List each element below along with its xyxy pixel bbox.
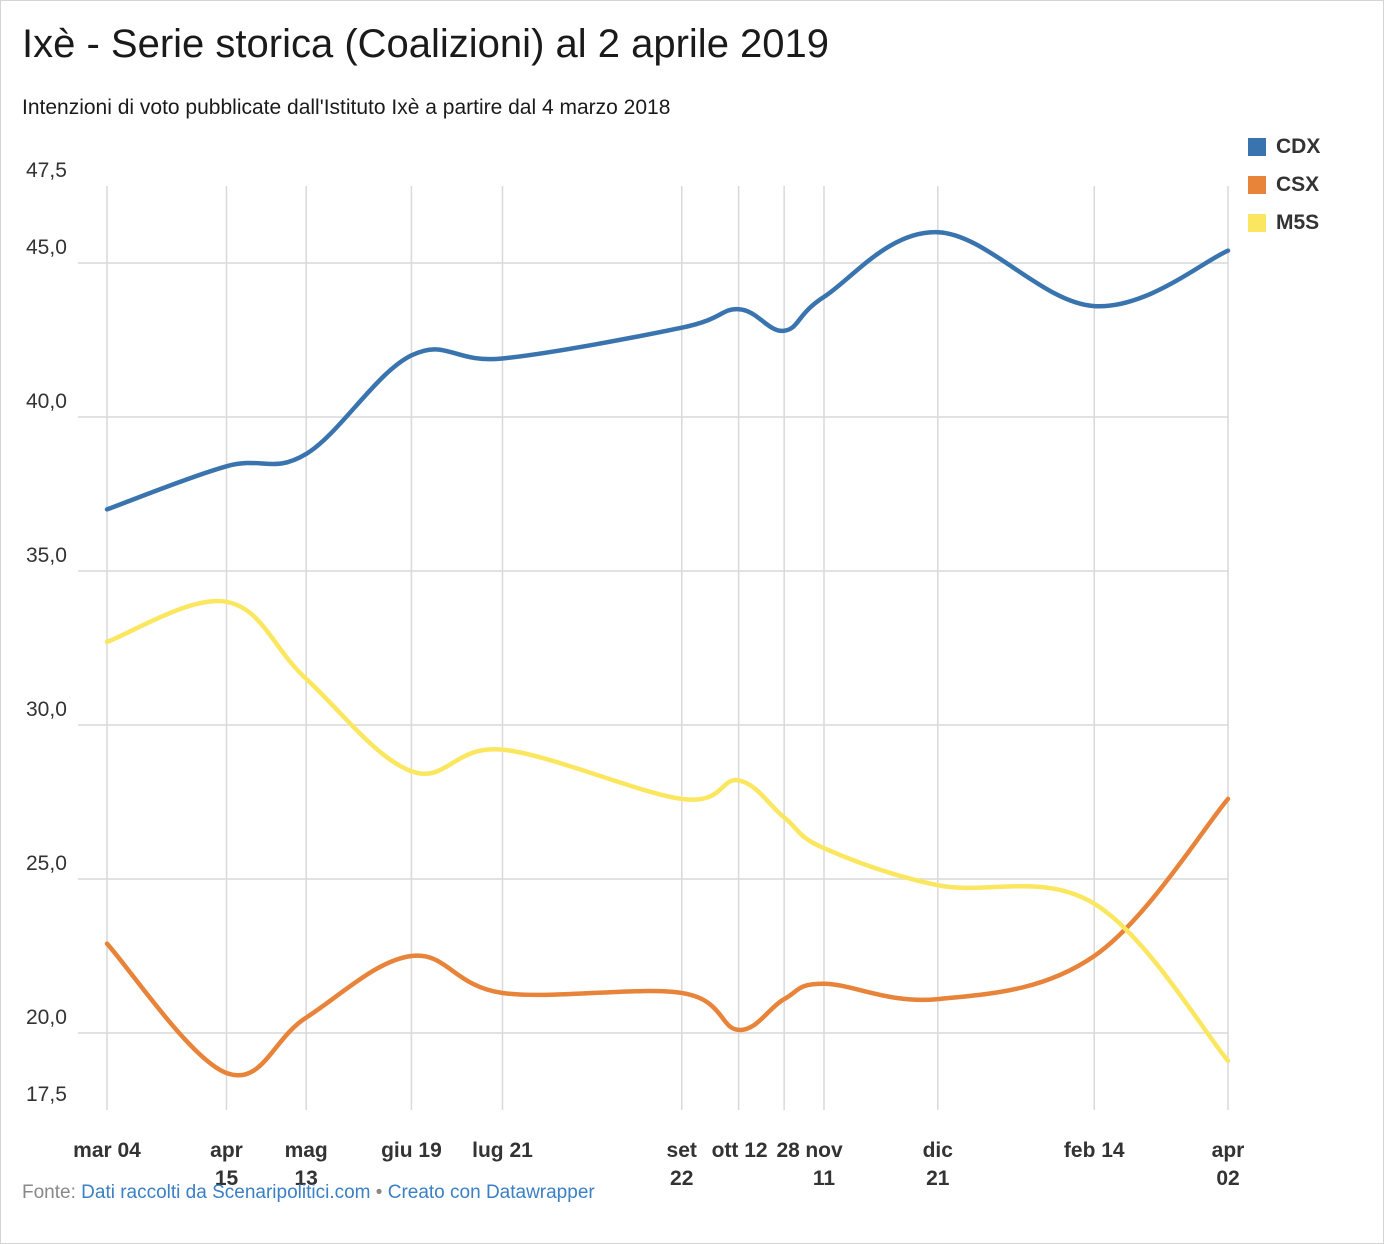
y-tick-label: 20,0 — [26, 1006, 67, 1029]
footer-source-label: Fonte: — [22, 1182, 76, 1203]
series-line-csx — [104, 796, 1231, 1078]
legend-label-csx: CSX — [1276, 173, 1320, 196]
series-line-cdx — [104, 229, 1231, 512]
source-link[interactable]: Dati raccolti da Scenaripolitici.com — [81, 1182, 371, 1203]
legend-item-m5s: M5S — [1248, 204, 1320, 242]
x-tick-label: nov 11 — [805, 1139, 843, 1190]
legend-label-cdx: CDX — [1276, 135, 1321, 158]
x-tick-label: apr 15 — [210, 1139, 243, 1190]
x-tick-label: ott 12 — [712, 1139, 768, 1162]
x-tick-label: 28 — [776, 1139, 800, 1162]
x-tick-label: set 22 — [667, 1139, 697, 1190]
grid-lines — [78, 186, 1229, 1110]
x-tick-label: mar 04 — [73, 1139, 141, 1162]
legend-swatch-csx — [1248, 176, 1266, 194]
y-tick-label: 30,0 — [26, 698, 67, 721]
datawrapper-link[interactable]: Creato con Datawrapper — [387, 1182, 595, 1203]
legend-item-cdx: CDX — [1248, 128, 1320, 166]
x-tick-label: mag 13 — [285, 1139, 328, 1190]
legend-swatch-m5s — [1248, 214, 1266, 232]
x-tick-label: giu 19 — [381, 1139, 442, 1162]
y-tick-label: 45,0 — [26, 236, 67, 259]
legend-label-m5s: M5S — [1276, 211, 1320, 234]
y-tick-label: 47,5 — [26, 159, 67, 182]
y-tick-label: 40,0 — [26, 390, 67, 413]
footer: Fonte: Dati raccolti da Scenaripolitici.… — [22, 1182, 595, 1204]
chart-title: Ixè - Serie storica (Coalizioni) al 2 ap… — [22, 22, 830, 66]
y-tick-label: 25,0 — [26, 852, 67, 875]
legend-swatch-cdx — [1248, 138, 1266, 156]
legend-item-csx: CSX — [1248, 166, 1320, 204]
x-tick-label: lug 21 — [472, 1139, 533, 1162]
x-tick-label: dic 21 — [923, 1139, 954, 1190]
chart-subtitle: Intenzioni di voto pubblicate dall'Istit… — [22, 96, 671, 119]
y-tick-label: 17,5 — [26, 1083, 67, 1106]
series-lines — [104, 229, 1231, 1078]
x-tick-label: feb 14 — [1064, 1139, 1125, 1162]
x-axis-ticks: mar 04 apr 15 mag 13 giu 19 lug 21 set 22 ott 12 2… — [73, 1139, 1244, 1190]
footer-separator: • — [375, 1182, 383, 1203]
legend: CDX CSX M5S — [1248, 128, 1320, 242]
y-axis-ticks: 17,5 20,0 25,0 30,0 35,0 40,0 45,0 47,5 — [26, 159, 67, 1106]
y-tick-label: 35,0 — [26, 544, 67, 567]
series-line-m5s — [104, 598, 1231, 1063]
x-tick-label: apr 02 — [1212, 1139, 1245, 1190]
